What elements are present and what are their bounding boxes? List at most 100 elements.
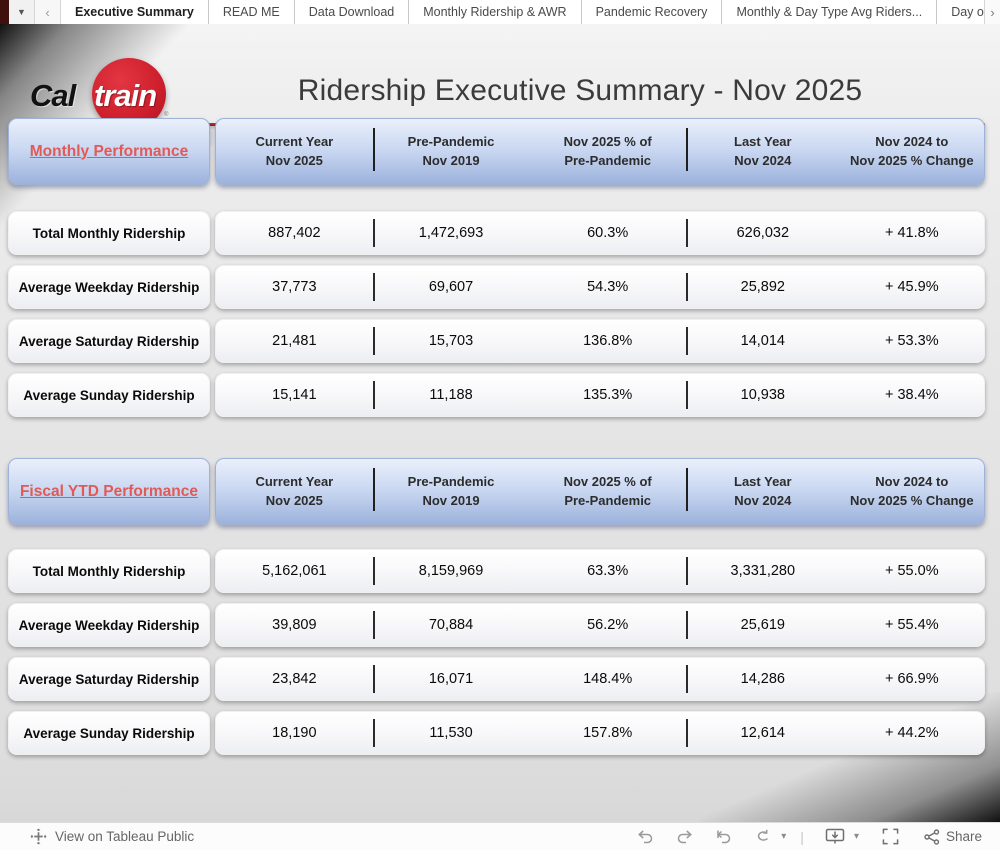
row-values-box: 37,773 69,607 54.3% 25,892 + 45.9%: [215, 265, 985, 309]
cell-value: 39,809: [272, 617, 317, 633]
reset-icon: [714, 829, 733, 844]
tabs-scroll-left-button[interactable]: ‹: [35, 0, 61, 24]
column-header-current-year: Current Year Nov 2025: [255, 133, 334, 168]
page-title: Ridership Executive Summary - Nov 2025: [297, 74, 863, 107]
column-header-pct-change: Nov 2024 to Nov 2025 % Change: [850, 473, 974, 508]
dropdown-caret-icon: ▼: [17, 7, 26, 17]
cell-value: 14,014: [740, 333, 785, 349]
row-label-box: Total Monthly Ridership: [8, 211, 210, 255]
cell-value: 16,071: [428, 671, 474, 687]
cell-value: 21,481: [272, 333, 317, 349]
section-title: Fiscal YTD Performance: [19, 482, 199, 500]
tab-executive-summary[interactable]: Executive Summary: [61, 0, 209, 24]
cell-value: 70,884: [428, 617, 474, 633]
cell-value: + 45.9%: [884, 279, 939, 295]
tab-read-me[interactable]: READ ME: [208, 0, 295, 24]
cell-value: 136.8%: [583, 333, 633, 349]
cell-value: 37,773: [272, 279, 317, 295]
column-header-last-year: Last Year Nov 2024: [734, 473, 792, 508]
column-divider: [686, 326, 689, 356]
share-icon: [924, 828, 940, 845]
redo-icon: [675, 829, 694, 844]
undo-icon: [636, 829, 655, 844]
cell-value: 626,032: [736, 225, 790, 241]
fiscal-ytd-column-headers: Current Year Nov 2025 Pre-Pandemic Nov 2…: [215, 458, 985, 525]
row-label-box: Average Weekday Ridership: [8, 603, 210, 647]
cell-value: 60.3%: [587, 225, 629, 241]
download-button[interactable]: [818, 826, 852, 847]
column-header-pct-change: Nov 2024 to Nov 2025 % Change: [850, 133, 974, 168]
tabs-scroll-right-button[interactable]: ›: [984, 0, 1000, 24]
section-title: Monthly Performance: [29, 142, 189, 160]
column-header-pct-of-pre-pandemic: Nov 2025 % of Pre-Pandemic: [563, 473, 652, 508]
column-divider: [686, 610, 689, 640]
tab-monthly-day-type-avg-riders[interactable]: Monthly & Day Type Avg Riders...: [722, 0, 938, 24]
row-label-box: Total Monthly Ridership: [8, 549, 210, 593]
refresh-icon: [753, 829, 772, 844]
cell-value: 3,331,280: [730, 563, 796, 579]
column-header-pre-pandemic: Pre-Pandemic Nov 2019: [407, 473, 495, 508]
cell-value: + 55.4%: [884, 617, 939, 633]
monthly-performance-column-headers: Current Year Nov 2025 Pre-Pandemic Nov 2…: [215, 118, 985, 185]
fullscreen-icon: [882, 828, 899, 845]
monthly-performance-label-box: Monthly Performance: [8, 118, 210, 185]
undo-button[interactable]: [629, 827, 662, 846]
tab-pandemic-recovery[interactable]: Pandemic Recovery: [581, 0, 723, 24]
cell-value: 887,402: [268, 225, 321, 241]
download-caret-icon[interactable]: ▾: [853, 831, 859, 842]
column-divider: [372, 610, 375, 640]
toolbar-divider: |: [800, 828, 804, 845]
cell-value: 12,614: [740, 725, 785, 741]
row-values-box: 23,842 16,071 148.4% 14,286 + 66.9%: [215, 657, 985, 701]
tab-label: Monthly & Day Type Avg Riders...: [736, 5, 923, 19]
caltrain-logo-cal-text: Cal: [30, 78, 76, 113]
column-divider: [372, 128, 375, 171]
column-divider: [372, 380, 375, 410]
cell-value: 15,703: [428, 333, 474, 349]
chevron-right-icon: ›: [990, 4, 995, 20]
column-divider: [686, 664, 689, 694]
tab-monthly-ridership-awr[interactable]: Monthly Ridership & AWR: [409, 0, 582, 24]
row-values-box: 21,481 15,703 136.8% 14,014 + 53.3%: [215, 319, 985, 363]
column-divider: [372, 468, 375, 511]
fullscreen-button[interactable]: [875, 826, 906, 847]
share-label: Share: [945, 829, 982, 844]
tab-label: Executive Summary: [75, 5, 194, 19]
cell-value: 14,286: [740, 671, 785, 687]
row-label-box: Average Weekday Ridership: [8, 265, 210, 309]
share-button[interactable]: Share: [920, 827, 986, 847]
cell-value: + 41.8%: [884, 225, 939, 241]
column-divider: [372, 664, 375, 694]
cell-value: 1,472,693: [418, 225, 484, 241]
tab-day-of-week[interactable]: Day of W: [937, 0, 984, 24]
cell-value: 23,842: [272, 671, 317, 687]
redo-button[interactable]: [668, 827, 701, 846]
cell-value: 10,938: [740, 387, 785, 403]
column-divider: [686, 380, 689, 410]
row-label-box: Average Saturday Ridership: [8, 657, 210, 701]
row-values-box: 887,402 1,472,693 60.3% 626,032 + 41.8%: [215, 211, 985, 255]
tab-bar-accent: [0, 0, 9, 24]
view-on-tableau-public-link[interactable]: View on Tableau Public: [30, 828, 194, 845]
column-header-current-year: Current Year Nov 2025: [255, 473, 334, 508]
cell-value: 11,188: [429, 387, 473, 403]
row-values-box: 15,141 11,188 135.3% 10,938 + 38.4%: [215, 373, 985, 417]
column-divider: [686, 556, 689, 586]
sheet-list-dropdown-button[interactable]: ▼: [9, 0, 35, 24]
sheet-tab-bar: ▼ ‹ Executive Summary READ ME Data Downl…: [0, 0, 1000, 24]
column-divider: [686, 718, 689, 748]
download-icon: [825, 828, 845, 845]
refresh-button[interactable]: [746, 827, 779, 846]
cell-value: 54.3%: [587, 279, 629, 295]
cell-value: + 44.2%: [884, 725, 939, 741]
row-label-box: Average Sunday Ridership: [8, 711, 210, 755]
cell-value: + 55.0%: [884, 563, 939, 579]
cell-value: + 38.4%: [884, 387, 939, 403]
column-divider: [372, 326, 375, 356]
fiscal-ytd-label-box: Fiscal YTD Performance: [8, 458, 210, 525]
reset-button[interactable]: [707, 827, 740, 846]
refresh-caret-icon[interactable]: ▾: [781, 831, 787, 842]
cell-value: 8,159,969: [418, 563, 484, 579]
tab-data-download[interactable]: Data Download: [294, 0, 410, 24]
cell-value: 18,190: [272, 725, 317, 741]
